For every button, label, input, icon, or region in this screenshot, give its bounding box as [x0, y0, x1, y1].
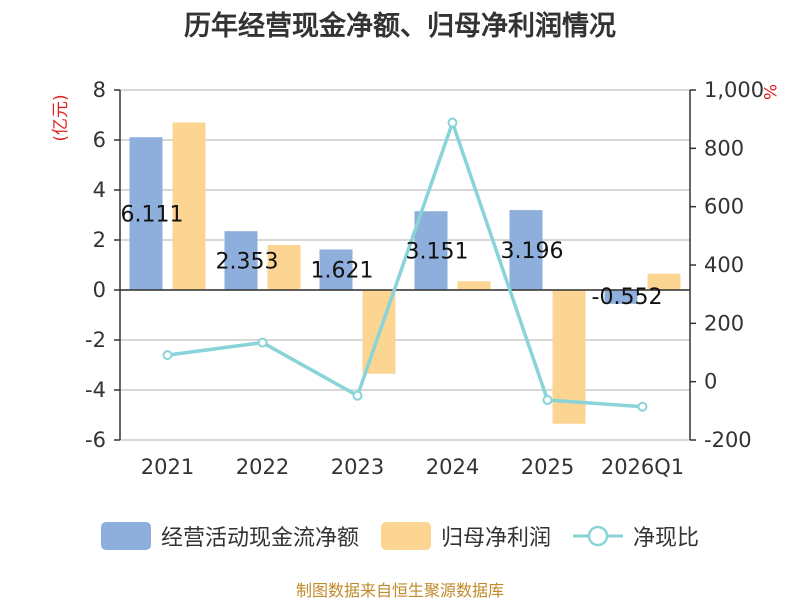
bar-cashflow-2021 — [129, 137, 163, 290]
left-tick-label: -2 — [85, 328, 106, 352]
left-tick-label: 6 — [93, 128, 106, 152]
right-tick-label: 600 — [704, 195, 744, 219]
ratio-point-2021 — [162, 350, 173, 361]
source-note: 制图数据来自恒生聚源数据库 — [295, 581, 504, 600]
left-tick-label: -4 — [85, 378, 106, 402]
data-label-cashflow-2022: 2.353 — [216, 250, 279, 275]
x-tick-label: 2025 — [521, 455, 574, 479]
bar-cashflow-2024 — [414, 211, 448, 290]
right-tick-label: 800 — [704, 136, 744, 160]
legend-item-netprofit[interactable]: 归母净利润 — [380, 520, 551, 552]
x-tick-label: 2023 — [331, 455, 384, 479]
legend-item-cashflow[interactable]: 经营活动现金流净额 — [100, 520, 359, 552]
data-label-cashflow-2024: 3.151 — [406, 240, 469, 265]
legend-label-ratio: 净现比 — [633, 526, 700, 551]
bar-cashflow-2025 — [509, 210, 543, 290]
x-tick-label: 2024 — [426, 455, 479, 479]
right-tick-label: 0 — [704, 370, 717, 394]
ratio-point-2024 — [447, 117, 458, 128]
data-label-cashflow-2023: 1.621 — [311, 259, 374, 284]
bar-netprofit-2021 — [172, 122, 206, 290]
legend-swatch-netprofit — [380, 522, 431, 550]
legend-label-cashflow: 经营活动现金流净额 — [160, 526, 359, 551]
ratio-point-2022 — [257, 337, 268, 348]
bar-netprofit-2026Q1 — [647, 273, 681, 290]
bar-netprofit-2022 — [267, 245, 301, 290]
legend-label-netprofit: 归母净利润 — [440, 526, 551, 551]
bar-netprofit-2024 — [457, 281, 491, 290]
left-tick-label: 8 — [93, 78, 106, 102]
data-label-cashflow-2021: 6.111 — [121, 203, 184, 228]
bar-cashflow-2026Q1 — [604, 290, 638, 304]
bar-cashflow-2023 — [319, 249, 353, 290]
right-tick-label: 200 — [704, 311, 744, 335]
x-tick-label: 2026Q1 — [601, 455, 684, 479]
right-tick-label: -200 — [704, 428, 752, 452]
legend-swatch-cashflow — [100, 522, 151, 550]
left-tick-label: 4 — [93, 178, 106, 202]
bar-cashflow-2022 — [224, 231, 258, 290]
data-label-cashflow-2026Q1: -0.552 — [592, 285, 663, 310]
legend-line-marker-icon — [573, 525, 623, 547]
left-tick-label: -6 — [85, 428, 106, 452]
legend-item-ratio[interactable]: 净现比 — [573, 520, 699, 552]
right-unit-label: % — [759, 84, 779, 100]
right-tick-label: 1,000 — [704, 78, 764, 102]
right-tick-label: 400 — [704, 253, 744, 277]
left-tick-label: 2 — [93, 228, 106, 252]
x-tick-label: 2021 — [141, 455, 194, 479]
ratio-point-2025 — [542, 395, 553, 406]
x-tick-label: 2022 — [236, 455, 289, 479]
ratio-point-2026Q1 — [637, 401, 648, 412]
ratio-point-2023 — [352, 390, 363, 401]
chart-title: 历年经营现金净额、归母净利润情况 — [184, 11, 616, 42]
left-unit-label: (亿元) — [51, 94, 71, 141]
legend: 经营活动现金流净额 归母净利润 净现比 — [0, 516, 800, 556]
ratio-line — [167, 120, 643, 409]
data-label-cashflow-2025: 3.196 — [501, 239, 564, 264]
left-tick-label: 0 — [93, 278, 106, 302]
